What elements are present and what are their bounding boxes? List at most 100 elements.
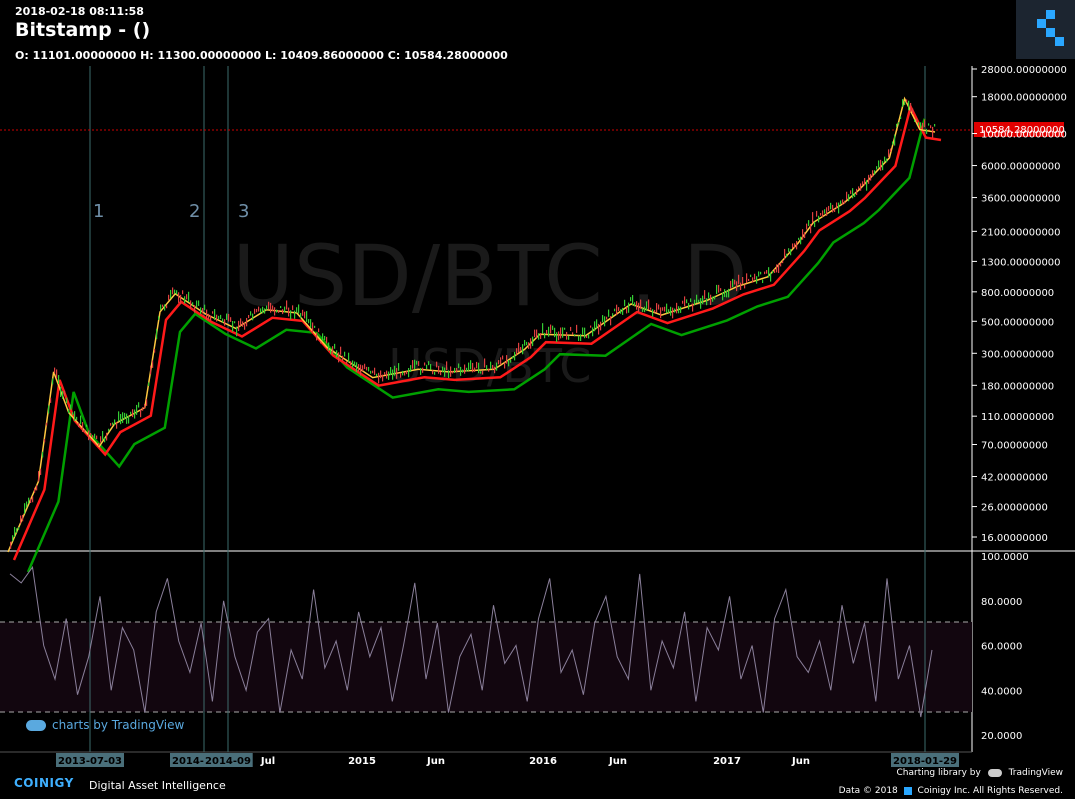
candle — [310, 319, 312, 328]
rsi-tick-label: 100.0000 — [981, 552, 1029, 563]
candle — [646, 301, 648, 311]
candle — [792, 243, 794, 249]
candle — [634, 302, 636, 307]
candle — [16, 528, 18, 533]
candle — [284, 306, 286, 313]
current-price-tag — [974, 122, 1064, 137]
candle — [714, 295, 716, 300]
tradingview-badge[interactable]: charts by TradingView — [26, 718, 184, 732]
footer-brand[interactable]: COINIGY — [14, 776, 74, 790]
price-tick-label: 500.00000000 — [981, 317, 1054, 328]
candle — [74, 411, 76, 422]
candle — [858, 186, 860, 190]
candle — [760, 271, 762, 275]
candle — [518, 342, 520, 353]
candle — [528, 342, 530, 349]
candle — [76, 416, 78, 420]
candle — [808, 220, 810, 227]
candle — [612, 313, 614, 317]
event-label-3: 3 — [238, 201, 249, 222]
candle — [786, 253, 788, 258]
candle — [328, 342, 330, 351]
candle — [604, 316, 606, 327]
candle — [134, 409, 136, 419]
candle — [536, 329, 538, 338]
charting-library-credit[interactable]: Charting library by TradingView — [896, 768, 1063, 778]
candle — [240, 318, 242, 326]
candle — [250, 311, 252, 316]
candle — [444, 367, 446, 377]
ma-fast-line — [7, 96, 936, 553]
candle — [262, 306, 264, 314]
candle — [430, 364, 432, 370]
candle — [802, 229, 804, 240]
candle — [316, 332, 318, 341]
candle — [340, 346, 342, 355]
candle — [414, 359, 416, 370]
time-tick-label: 2013-07-03 — [58, 756, 122, 767]
candle — [182, 290, 184, 295]
candle — [740, 282, 742, 290]
candle — [454, 367, 456, 373]
candle — [906, 99, 908, 103]
candle — [762, 279, 764, 284]
event-label-2: 2 — [189, 201, 200, 222]
candle — [882, 161, 884, 171]
candle — [614, 308, 616, 312]
candle — [930, 125, 932, 129]
candle — [884, 156, 886, 163]
candle — [744, 284, 746, 289]
candle — [222, 318, 224, 323]
candle — [132, 409, 134, 418]
time-marker-box — [203, 753, 253, 767]
candle — [380, 370, 382, 379]
candle — [850, 190, 852, 194]
time-marker-box — [891, 753, 959, 767]
candle — [592, 327, 594, 337]
candle — [416, 360, 418, 365]
candle — [406, 370, 408, 375]
candle — [62, 391, 64, 399]
candle — [546, 329, 548, 335]
ma-mid-line — [12, 103, 942, 561]
candle — [620, 309, 622, 314]
candle — [678, 306, 680, 314]
candle — [900, 116, 902, 120]
watermark-main: USD/BTC , D — [232, 227, 747, 325]
candle — [236, 326, 238, 337]
candle — [534, 329, 536, 338]
price-tick-label: 6000.00000000 — [981, 162, 1061, 173]
candle — [712, 296, 714, 302]
time-tick-label: Jun — [426, 756, 445, 767]
candle — [466, 367, 468, 372]
candle — [326, 336, 328, 344]
candle — [404, 372, 406, 376]
candle — [72, 412, 74, 416]
candle — [286, 300, 288, 310]
candle — [232, 320, 234, 332]
candle — [788, 248, 790, 252]
coinigy-logo-icon[interactable] — [1016, 0, 1075, 59]
candle — [490, 361, 492, 370]
candle — [842, 199, 844, 205]
candle — [396, 368, 398, 379]
candle — [756, 276, 758, 284]
candle — [774, 269, 776, 273]
candle — [112, 422, 114, 425]
candle — [916, 118, 918, 122]
candle — [550, 324, 552, 334]
candle — [106, 432, 108, 441]
candle — [260, 308, 262, 314]
candle — [568, 335, 570, 340]
rsi-axis: 100.0000 80.0000 60.0000 40.0000 20.0000 — [981, 552, 1029, 742]
footer-tagline: Digital Asset Intelligence — [89, 779, 226, 792]
candle — [124, 412, 126, 420]
candle — [764, 271, 766, 275]
price-tick-label: 1300.00000000 — [981, 257, 1061, 268]
candle — [68, 408, 70, 414]
candle — [506, 355, 508, 364]
candle — [368, 366, 370, 372]
candle — [144, 403, 146, 409]
candle — [516, 348, 518, 355]
